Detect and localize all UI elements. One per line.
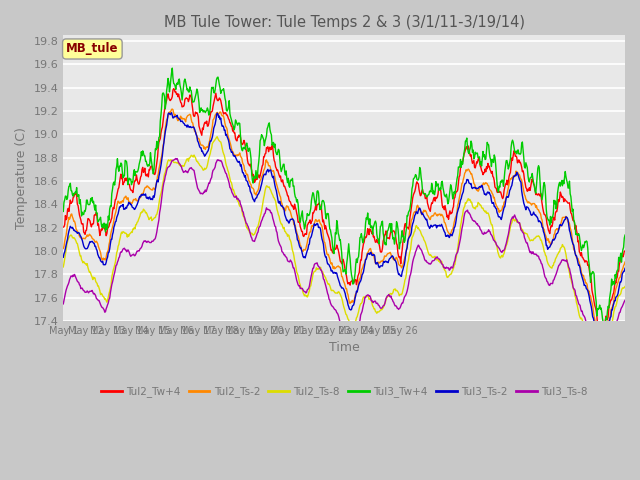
Line: Tul3_Tw+4: Tul3_Tw+4	[63, 68, 625, 325]
Tul2_Ts-8	[418, 232, 426, 238]
Tul3_Tw+4	[387, 221, 394, 227]
Tul2_Ts-8	[387, 290, 394, 296]
Tul2_Ts-2	[60, 245, 67, 251]
Tul3_Ts-8	[486, 229, 494, 235]
Tul2_Ts-8	[621, 284, 629, 289]
Tul2_Ts-2	[94, 241, 102, 247]
Tul2_Ts-8	[401, 277, 409, 283]
Tul3_Ts-8	[418, 248, 426, 254]
Tul2_Ts-2	[401, 254, 409, 260]
Tul2_Ts-2	[486, 187, 494, 193]
Tul3_Ts-8	[172, 156, 180, 161]
Line: Tul3_Ts-2: Tul3_Ts-2	[63, 113, 625, 343]
Tul3_Ts-2	[94, 252, 102, 257]
Tul2_Ts-8	[595, 370, 603, 375]
Tul2_Tw+4	[60, 224, 67, 230]
Tul2_Ts-2	[168, 106, 176, 112]
Tul3_Tw+4	[168, 65, 176, 71]
Tul3_Ts-2	[544, 246, 552, 252]
Tul3_Ts-8	[401, 293, 409, 299]
Tul3_Ts-8	[60, 301, 67, 307]
Tul2_Tw+4	[94, 222, 102, 228]
Tul2_Ts-8	[486, 216, 494, 222]
Tul2_Tw+4	[486, 167, 494, 172]
Tul2_Ts-2	[418, 212, 426, 217]
Title: MB Tule Tower: Tule Temps 2 & 3 (3/1/11-3/19/14): MB Tule Tower: Tule Temps 2 & 3 (3/1/11-…	[164, 15, 525, 30]
Line: Tul3_Ts-8: Tul3_Ts-8	[63, 158, 625, 381]
Tul2_Ts-2	[621, 259, 629, 265]
Tul3_Ts-2	[60, 254, 67, 260]
Line: Tul2_Ts-2: Tul2_Ts-2	[63, 109, 625, 347]
Tul3_Ts-2	[621, 265, 629, 271]
Tul3_Tw+4	[60, 208, 67, 214]
Tul2_Tw+4	[170, 86, 177, 92]
Tul3_Tw+4	[401, 238, 409, 243]
Tul2_Ts-8	[94, 283, 102, 289]
Tul2_Ts-2	[387, 250, 394, 255]
Tul2_Tw+4	[401, 221, 409, 227]
Tul2_Tw+4	[621, 248, 629, 254]
Tul2_Tw+4	[596, 341, 604, 347]
Tul2_Tw+4	[544, 224, 552, 229]
Tul3_Tw+4	[621, 232, 629, 238]
Tul3_Ts-8	[621, 298, 629, 303]
Tul3_Ts-2	[168, 110, 175, 116]
Tul3_Ts-8	[544, 279, 552, 285]
Tul3_Tw+4	[418, 180, 426, 185]
Tul3_Ts-2	[418, 211, 426, 217]
Legend: Tul2_Tw+4, Tul2_Ts-2, Tul2_Ts-8, Tul3_Tw+4, Tul3_Ts-2, Tul3_Ts-8: Tul2_Tw+4, Tul2_Ts-2, Tul2_Ts-8, Tul3_Tw…	[97, 382, 591, 401]
Y-axis label: Temperature (C): Temperature (C)	[15, 127, 28, 229]
Tul3_Ts-2	[387, 255, 394, 261]
Text: MB_tule: MB_tule	[66, 42, 118, 56]
Tul3_Ts-8	[598, 378, 605, 384]
Line: Tul2_Ts-8: Tul2_Ts-8	[63, 137, 625, 372]
Tul2_Ts-8	[60, 264, 67, 270]
Tul3_Tw+4	[602, 322, 609, 328]
Tul3_Ts-8	[94, 297, 102, 302]
Tul3_Tw+4	[544, 216, 552, 222]
Tul3_Ts-2	[598, 340, 605, 346]
Tul2_Tw+4	[387, 231, 394, 237]
Tul3_Tw+4	[486, 155, 494, 160]
Tul2_Ts-8	[213, 134, 221, 140]
Tul2_Tw+4	[418, 188, 426, 194]
Tul2_Ts-2	[544, 236, 552, 242]
Tul3_Ts-8	[387, 294, 394, 300]
Tul2_Ts-8	[544, 260, 552, 265]
X-axis label: Time: Time	[329, 341, 360, 354]
Tul2_Ts-2	[598, 344, 605, 349]
Tul3_Tw+4	[94, 219, 102, 225]
Line: Tul2_Tw+4: Tul2_Tw+4	[63, 89, 625, 344]
Tul3_Ts-2	[401, 258, 409, 264]
Tul3_Ts-2	[486, 192, 494, 197]
